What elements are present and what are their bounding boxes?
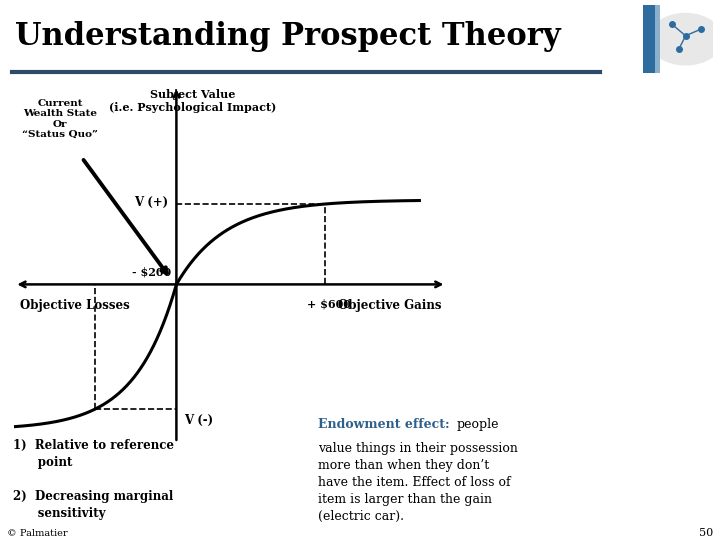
Text: Objective Gains: Objective Gains — [338, 299, 441, 312]
Text: V (+): V (+) — [134, 196, 168, 209]
Text: Objective Losses: Objective Losses — [20, 299, 130, 312]
Text: 1)  Relative to reference
      point

2)  Decreasing marginal
      sensitivity: 1) Relative to reference point 2) Decrea… — [13, 440, 174, 540]
Text: Current
Wealth State
Or
“Status Quo”: Current Wealth State Or “Status Quo” — [22, 99, 99, 139]
Text: people: people — [456, 418, 499, 431]
Text: Understanding Prospect Theory: Understanding Prospect Theory — [15, 21, 561, 52]
Bar — [643, 5, 655, 73]
Bar — [655, 5, 660, 73]
Text: + $600: + $600 — [307, 299, 351, 310]
Text: V (-): V (-) — [184, 414, 214, 427]
Text: © Palmatier: © Palmatier — [7, 529, 68, 538]
Circle shape — [649, 14, 720, 65]
Text: Endowment effect:: Endowment effect: — [318, 418, 449, 431]
Text: value things in their possession
more than when they don’t
have the item. Effect: value things in their possession more th… — [318, 442, 518, 523]
Text: - $200: - $200 — [132, 267, 171, 278]
Text: Subject Value
(i.e. Psychological Impact): Subject Value (i.e. Psychological Impact… — [109, 89, 276, 113]
Text: 50: 50 — [698, 528, 713, 538]
